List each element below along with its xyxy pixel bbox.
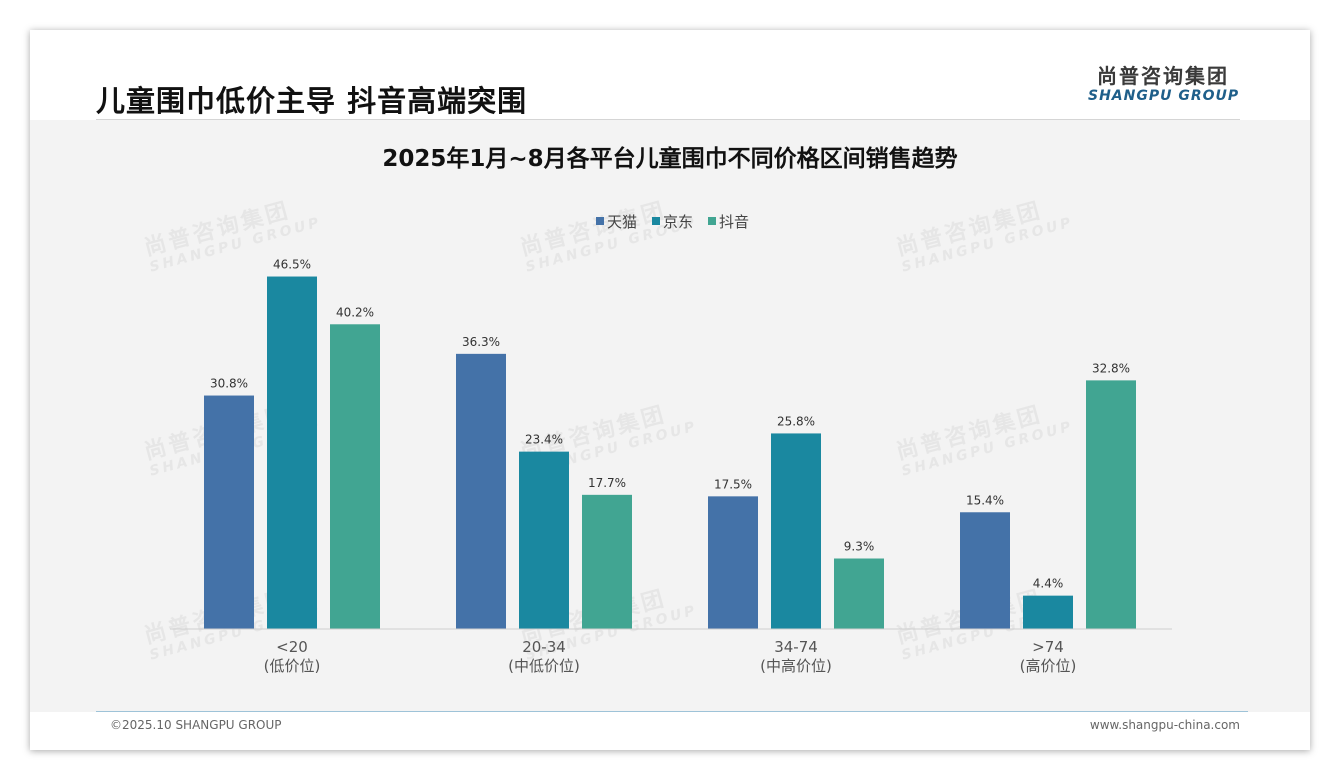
company-logo: 尚普咨询集团 SHANGPU GROUP [1088, 64, 1238, 104]
bar-1-0 [456, 353, 506, 629]
x-tick-label-1-0: 20-34 [522, 638, 566, 656]
x-tick-label-3-0: >74 [1032, 638, 1064, 656]
chart-legend: 天猫 京东 抖音 [596, 213, 749, 231]
data-label-group: 30.8% 46.5% 40.2% 36.3% 23.4% 17.7% 17.5% 25.8%… [210, 258, 1130, 591]
x-tick-label-0-1: (低价位) [264, 657, 321, 675]
chart-title: 2025年1月~8月各平台儿童围巾不同价格区间销售趋势 [382, 145, 957, 172]
bar-1-2 [582, 494, 632, 629]
header-band: 儿童围巾低价主导 抖音高端突围 尚普咨询集团 SHANGPU GROUP [30, 30, 1310, 120]
footer-website: www.shangpu-china.com [1089, 718, 1240, 732]
bar-group [204, 276, 1136, 629]
sales-chart: 2025年1月~8月各平台儿童围巾不同价格区间销售趋势 天猫 京东 抖音 30.8%… [170, 145, 1172, 675]
bar-3-2 [1086, 380, 1136, 629]
data-label-3-1: 4.4% [1033, 577, 1064, 591]
footer-copyright: ©2025.10 SHANGPU GROUP [110, 718, 282, 732]
x-tick-label-2-0: 34-74 [774, 638, 818, 656]
data-label-2-0: 17.5% [714, 477, 752, 491]
data-label-1-2: 17.7% [588, 476, 626, 490]
bar-0-2 [330, 324, 380, 629]
page-title: 儿童围巾低价主导 抖音高端突围 [96, 84, 528, 118]
bar-0-0 [204, 395, 254, 629]
data-label-3-0: 15.4% [966, 493, 1004, 507]
x-tick-label-0-0: <20 [276, 638, 308, 656]
logo-chinese: 尚普咨询集团 [1097, 64, 1229, 88]
x-tick-label-3-1: (高价位) [1020, 657, 1077, 675]
data-label-1-0: 36.3% [462, 335, 500, 349]
data-label-1-1: 23.4% [525, 433, 563, 447]
bar-2-0 [708, 496, 758, 629]
data-label-2-2: 9.3% [844, 540, 875, 554]
x-tick-label-2-1: (中高价位) [760, 657, 832, 675]
x-axis-tick-labels: <20(低价位) 20-34(中低价位) 34-74(中高价位) >74(高价位) [264, 638, 1077, 675]
data-label-0-1: 46.5% [273, 258, 311, 272]
legend-label-1: 京东 [663, 213, 693, 231]
legend-label-2: 抖音 [719, 213, 749, 231]
footer-divider [96, 711, 1248, 712]
legend-label-0: 天猫 [607, 213, 637, 231]
bar-3-1 [1023, 595, 1073, 629]
data-label-2-1: 25.8% [777, 414, 815, 428]
data-label-0-0: 30.8% [210, 377, 248, 391]
legend-swatch-1 [652, 217, 660, 225]
data-label-0-2: 40.2% [336, 305, 374, 319]
header-divider [96, 119, 1240, 120]
logo-english: SHANGPU GROUP [1088, 88, 1240, 104]
bar-3-0 [960, 512, 1010, 629]
x-tick-label-1-1: (中低价位) [508, 657, 580, 675]
slide: 儿童围巾低价主导 抖音高端突围 尚普咨询集团 SHANGPU GROUP 尚普咨… [30, 30, 1310, 750]
bar-2-1 [771, 433, 821, 629]
chart-panel: 尚普咨询集团 SHANGPU GROUP 尚普咨询集团 SHANGPU GROUP … [30, 120, 1310, 712]
bar-2-2 [834, 558, 884, 629]
bar-0-1 [267, 276, 317, 629]
legend-swatch-0 [596, 217, 604, 225]
data-label-3-2: 32.8% [1092, 361, 1130, 375]
bar-1-1 [519, 451, 569, 629]
legend-swatch-2 [708, 217, 716, 225]
